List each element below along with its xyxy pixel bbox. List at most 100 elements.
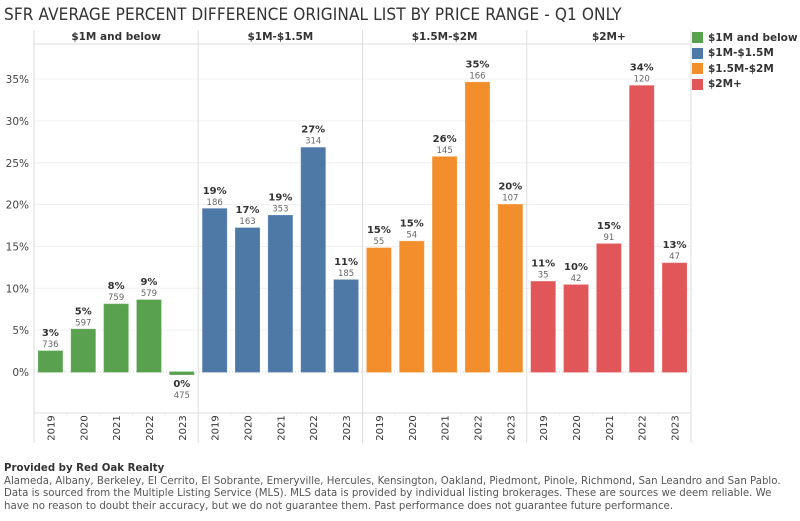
legend-swatch (692, 78, 703, 90)
bar-pct-label: 19% (203, 186, 227, 197)
bar-pct-label: 0% (173, 379, 190, 390)
bar-pct-label: 9% (140, 277, 157, 288)
bar-pct-label: 15% (367, 225, 391, 236)
bar-pct-label: 10% (564, 262, 588, 273)
bar-count-label: 120 (634, 75, 650, 85)
legend: $1M and below $1M-$1.5M $1.5M-$2M $2M+ (692, 30, 798, 92)
x-tick-label: 2019 (539, 415, 550, 440)
bar-count-label: 91 (603, 233, 614, 243)
y-tick-label: 20% (6, 200, 29, 212)
legend-item[interactable]: $2M+ (692, 77, 798, 93)
bar-pct-label: 20% (498, 182, 522, 193)
bar-pct-label: 27% (301, 125, 325, 136)
x-tick-label: 2022 (309, 415, 320, 440)
bar-count-label: 353 (272, 204, 288, 214)
bar-pct-label: 19% (268, 192, 292, 203)
x-tick-label: 2022 (638, 415, 649, 440)
bar-pct-label: 8% (108, 281, 125, 292)
legend-item[interactable]: $1M and below (692, 30, 798, 46)
x-tick-label: 2022 (473, 415, 484, 440)
x-tick-label: 2020 (572, 415, 583, 440)
bar-count-label: 597 (75, 318, 91, 328)
bar-count-label: 579 (141, 289, 157, 299)
bar-count-label: 145 (437, 146, 453, 156)
panel-header: $2M+ (592, 31, 626, 43)
bar (530, 281, 556, 373)
legend-item[interactable]: $1M-$1.5M (692, 46, 798, 62)
bar-count-label: 314 (305, 137, 321, 147)
bar-count-label: 55 (374, 237, 385, 247)
legend-label: $1M and below (708, 31, 798, 44)
bar-count-label: 185 (338, 269, 354, 279)
bar-pct-label: 13% (663, 240, 687, 251)
x-tick-label: 2019 (46, 415, 57, 440)
bar-pct-label: 35% (466, 59, 490, 70)
bar (169, 371, 195, 376)
provider-credit: Provided by Red Oak Realty (4, 463, 165, 474)
y-tick-label: 25% (6, 158, 29, 170)
y-tick-label: 30% (6, 116, 29, 128)
x-tick-label: 2021 (441, 415, 452, 440)
bar (399, 240, 425, 373)
y-tick-label: 10% (6, 283, 29, 295)
bar (563, 284, 589, 373)
bar-count-label: 107 (502, 194, 518, 204)
bar-count-label: 186 (207, 198, 223, 208)
bar-count-label: 35 (538, 271, 549, 281)
bar (300, 147, 326, 373)
bar-count-label: 54 (406, 230, 417, 240)
bar (235, 227, 261, 373)
disclaimer: Alameda, Albany, Berkeley, El Cerrito, E… (4, 475, 781, 512)
x-tick-label: 2019 (211, 415, 222, 440)
bar-count-label: 163 (239, 217, 255, 227)
bar-pct-label: 3% (42, 328, 59, 339)
bar-pct-label: 34% (630, 63, 654, 74)
legend-label: $2M+ (708, 78, 742, 91)
bar (103, 303, 129, 373)
bar-pct-label: 11% (531, 259, 555, 270)
bar (497, 204, 523, 373)
x-tick-label: 2020 (79, 415, 90, 440)
footer: Provided by Red Oak Realty Alameda, Alba… (4, 463, 799, 513)
bar-pct-label: 5% (75, 306, 92, 317)
legend-swatch (692, 63, 703, 75)
bar (662, 262, 688, 373)
bar-count-label: 42 (571, 274, 582, 284)
panel-header: $1.5M-$2M (412, 31, 478, 43)
x-tick-label: 2023 (178, 415, 189, 440)
x-tick-label: 2020 (408, 415, 419, 440)
x-tick-label: 2021 (112, 415, 123, 440)
bar-count-label: 759 (108, 293, 124, 303)
bar-count-label: 47 (669, 252, 680, 262)
bar-count-label: 475 (174, 391, 190, 401)
chart-title: SFR AVERAGE PERCENT DIFFERENCE ORIGINAL … (4, 5, 622, 24)
bar-pct-label: 26% (433, 134, 457, 145)
legend-item[interactable]: $1.5M-$2M (692, 61, 798, 77)
bar (267, 214, 293, 373)
bar-pct-label: 17% (236, 205, 260, 216)
y-tick-label: 5% (12, 325, 29, 337)
x-tick-label: 2021 (276, 415, 287, 440)
bar-pct-label: 15% (597, 221, 621, 232)
x-tick-label: 2020 (244, 415, 255, 440)
bar (596, 243, 622, 373)
bar (464, 81, 490, 373)
legend-swatch (692, 32, 703, 44)
legend-label: $1M-$1.5M (708, 47, 774, 60)
x-tick-label: 2021 (605, 415, 616, 440)
bar-count-label: 166 (469, 71, 485, 81)
bar (333, 279, 359, 373)
y-tick-label: 15% (6, 241, 29, 253)
y-tick-label: 0% (12, 367, 29, 379)
x-tick-label: 2023 (506, 415, 517, 440)
x-tick-label: 2023 (671, 415, 682, 440)
bar (37, 350, 63, 373)
bar (432, 156, 458, 373)
bar (629, 85, 655, 373)
legend-label: $1.5M-$2M (708, 62, 774, 75)
bar-pct-label: 11% (334, 257, 358, 268)
bar-count-label: 736 (42, 340, 58, 350)
legend-swatch (692, 47, 703, 59)
x-tick-label: 2023 (342, 415, 353, 440)
